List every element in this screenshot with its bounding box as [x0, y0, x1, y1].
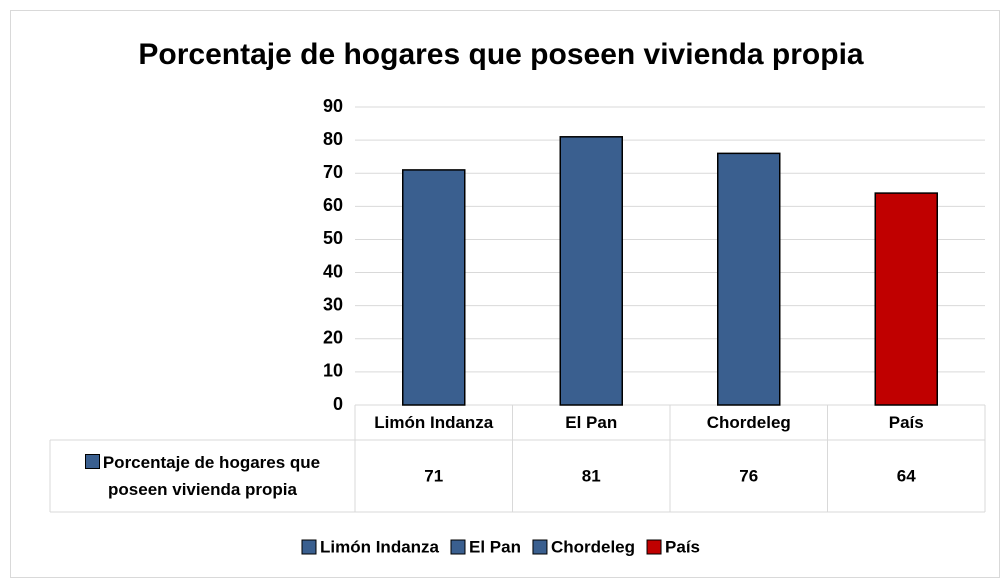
- x-tick-label: Chordeleg: [707, 413, 791, 432]
- legend-key: [301, 539, 317, 555]
- y-tick-label: 70: [323, 162, 343, 182]
- bar: [874, 192, 938, 406]
- legend-item: Limón Indanza: [301, 537, 440, 556]
- table-row-header: Porcentaje de hogares que poseen viviend…: [54, 444, 351, 508]
- legend-label: El Pan: [469, 537, 521, 556]
- legend-label: Chordeleg: [551, 537, 635, 556]
- table-value: 71: [424, 466, 443, 485]
- y-tick-label: 90: [323, 96, 343, 116]
- table-value: 81: [582, 466, 601, 485]
- chart-border: [10, 10, 1000, 578]
- row-header: Porcentaje de hogares que poseen viviend…: [54, 449, 351, 503]
- table-value: 76: [739, 466, 758, 485]
- bar: [559, 136, 623, 406]
- y-tick-label: 30: [323, 294, 343, 314]
- legend-key: [532, 539, 548, 555]
- y-tick-label: 0: [333, 394, 343, 414]
- legend-label: Limón Indanza: [320, 537, 440, 556]
- y-tick-label: 80: [323, 129, 343, 149]
- legend-key: [450, 539, 466, 555]
- series-name: Porcentaje de hogares que poseen viviend…: [102, 453, 321, 499]
- x-tick-label: El Pan: [565, 413, 617, 432]
- legend-item: País: [646, 537, 700, 556]
- table-value: 64: [897, 466, 916, 485]
- y-tick-label: 50: [323, 228, 343, 248]
- legend-item: El Pan: [450, 537, 521, 556]
- y-tick-label: 20: [323, 328, 343, 348]
- x-tick-label: País: [889, 413, 924, 432]
- y-tick-label: 60: [323, 195, 343, 215]
- row-header-box: Porcentaje de hogares que poseen viviend…: [54, 444, 351, 508]
- y-tick-label: 40: [323, 261, 343, 281]
- x-tick-label: Limón Indanza: [374, 413, 494, 432]
- y-tick-label: 10: [323, 361, 343, 381]
- bar: [717, 152, 781, 406]
- legend-item: Chordeleg: [532, 537, 635, 556]
- chart-title: Porcentaje de hogares que poseen viviend…: [138, 38, 864, 71]
- legend-label: País: [665, 537, 700, 556]
- legend-key: [646, 539, 662, 555]
- legend-key: [84, 454, 100, 469]
- bar: [402, 169, 466, 406]
